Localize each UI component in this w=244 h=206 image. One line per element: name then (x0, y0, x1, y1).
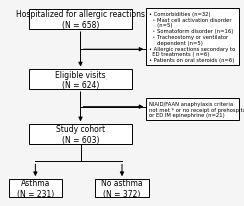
Bar (29, 10, 132, 30)
Bar (146, 99, 239, 121)
Bar (9, 179, 62, 197)
Bar (29, 125, 132, 144)
Text: Eligible visits
(N = 624): Eligible visits (N = 624) (55, 70, 106, 89)
Bar (29, 70, 132, 90)
Text: Asthma
(N = 231): Asthma (N = 231) (17, 178, 54, 198)
Text: Study cohort
(N = 603): Study cohort (N = 603) (56, 125, 105, 144)
Text: NIAID/FAAN anaphylaxis criteria
not met * or no receipt of prehospital
or ED IM : NIAID/FAAN anaphylaxis criteria not met … (149, 101, 244, 118)
Bar (146, 9, 239, 66)
Bar (95, 179, 149, 197)
Text: No asthma
(N = 372): No asthma (N = 372) (101, 178, 143, 198)
Text: Hospitalized for allergic reactions
(N = 658): Hospitalized for allergic reactions (N =… (16, 11, 145, 30)
Text: • Comorbidities (n=32)
  ◦ Mast cell activation disorder
     (n=5)
  ◦ Somatofo: • Comorbidities (n=32) ◦ Mast cell activ… (149, 12, 235, 63)
